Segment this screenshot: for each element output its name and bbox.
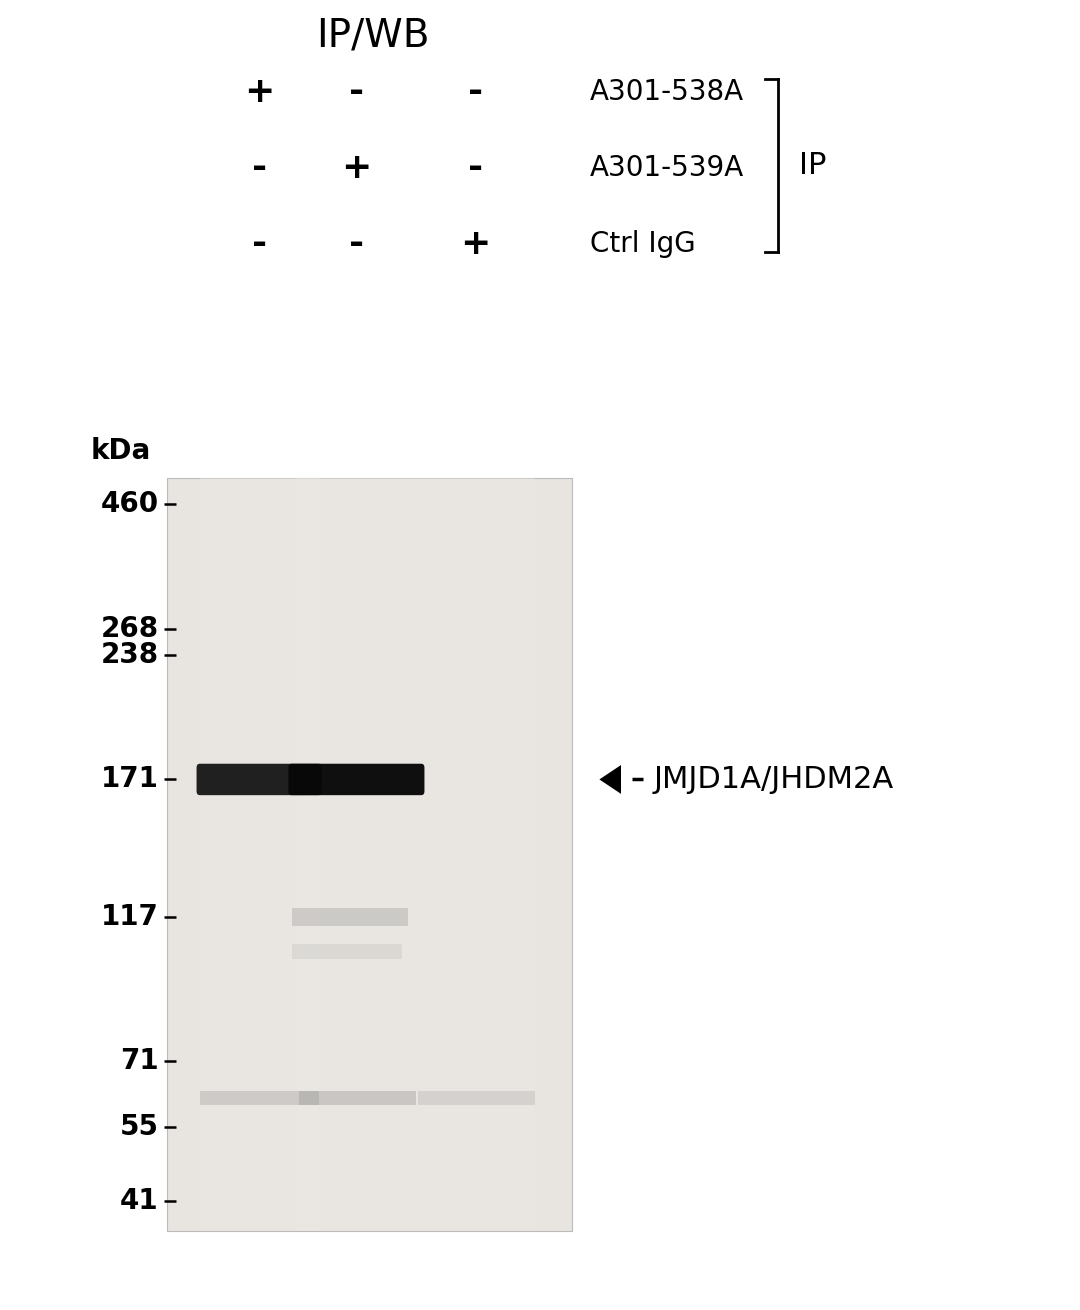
Bar xyxy=(292,945,402,959)
Bar xyxy=(200,478,319,1231)
Text: 460: 460 xyxy=(100,490,159,519)
Text: +: + xyxy=(460,227,490,261)
Bar xyxy=(297,478,416,1231)
Text: -: - xyxy=(468,151,483,185)
Text: -: - xyxy=(349,75,364,109)
Text: 117: 117 xyxy=(100,903,159,931)
Text: -: - xyxy=(349,227,364,261)
Text: IP/WB: IP/WB xyxy=(315,16,430,55)
Text: -: - xyxy=(252,227,267,261)
FancyBboxPatch shape xyxy=(197,764,322,795)
Text: Ctrl IgG: Ctrl IgG xyxy=(590,229,696,258)
Text: A301-539A: A301-539A xyxy=(590,153,744,182)
Text: -: - xyxy=(468,75,483,109)
Text: kDa: kDa xyxy=(91,438,151,465)
Text: IP: IP xyxy=(799,151,826,179)
Text: +: + xyxy=(341,151,372,185)
Text: -: - xyxy=(252,151,267,185)
Text: A301-538A: A301-538A xyxy=(590,77,744,106)
Bar xyxy=(292,908,408,926)
Text: 41: 41 xyxy=(120,1187,159,1216)
Text: 71: 71 xyxy=(120,1047,159,1076)
Text: 238: 238 xyxy=(100,641,159,669)
Text: 55: 55 xyxy=(120,1112,159,1141)
Bar xyxy=(200,1090,319,1106)
Bar xyxy=(167,478,572,1231)
Text: +: + xyxy=(244,75,274,109)
Bar xyxy=(416,478,535,1231)
Polygon shape xyxy=(599,765,621,794)
Bar xyxy=(299,1090,416,1106)
Text: 171: 171 xyxy=(100,765,159,794)
FancyBboxPatch shape xyxy=(288,764,424,795)
Bar xyxy=(418,1090,535,1106)
Text: 268: 268 xyxy=(100,614,159,643)
Text: JMJD1A/JHDM2A: JMJD1A/JHDM2A xyxy=(653,765,893,794)
